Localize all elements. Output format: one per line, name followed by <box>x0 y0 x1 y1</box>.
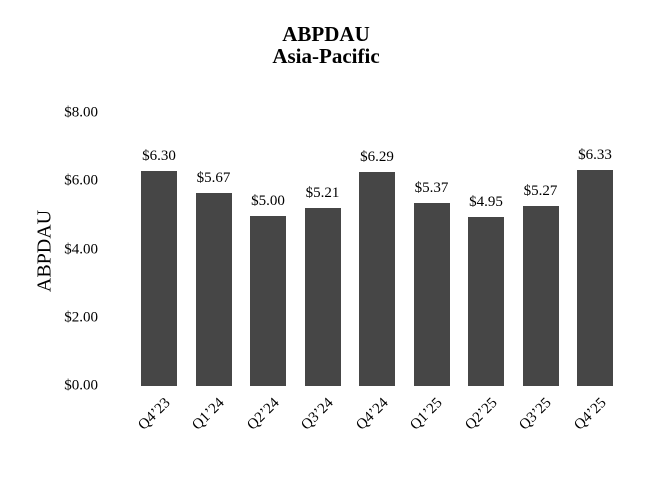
x-tick-label: Q1’24 <box>189 395 228 434</box>
bar <box>468 217 504 386</box>
bar <box>141 171 177 386</box>
bar <box>359 171 395 386</box>
bar-value-label: $5.37 <box>414 179 449 196</box>
x-tick-label: Q4’23 <box>134 395 174 434</box>
bar-value-label: $5.21 <box>305 185 340 202</box>
chart-title-line1: ABPDAU <box>282 22 370 46</box>
bar <box>577 170 613 386</box>
chart-title: ABPDAU Asia-Pacific <box>0 23 652 67</box>
y-tick-label: $4.00 <box>64 241 98 258</box>
bar-value-label: $4.95 <box>469 194 503 211</box>
bar <box>304 208 341 386</box>
x-tick-label: Q2’24 <box>243 395 283 434</box>
bar-value-label: $6.30 <box>142 148 176 165</box>
x-tick-label: Q2’25 <box>461 395 501 434</box>
bar <box>522 206 559 386</box>
x-tick-label: Q4’24 <box>352 395 392 434</box>
x-tick-label: Q4’25 <box>570 395 610 434</box>
bar <box>413 202 450 386</box>
x-tick-label: Q1’25 <box>407 395 446 434</box>
bar <box>250 215 286 386</box>
bar-value-label: $5.27 <box>523 183 558 200</box>
bar-value-label: $5.00 <box>251 192 285 209</box>
bar-value-label: $5.67 <box>196 169 231 186</box>
bar-value-label: $6.33 <box>578 147 612 164</box>
bar <box>195 192 232 386</box>
y-tick-label: $6.00 <box>64 172 98 189</box>
bar-value-label: $6.29 <box>360 148 394 165</box>
chart-title-line2: Asia-Pacific <box>272 44 380 68</box>
x-tick-label: Q3’25 <box>516 395 555 434</box>
y-tick-label: $2.00 <box>64 309 98 326</box>
y-tick-label: $0.00 <box>64 377 98 394</box>
y-tick-label: $8.00 <box>64 104 98 121</box>
x-tick-label: Q3’24 <box>298 395 337 434</box>
